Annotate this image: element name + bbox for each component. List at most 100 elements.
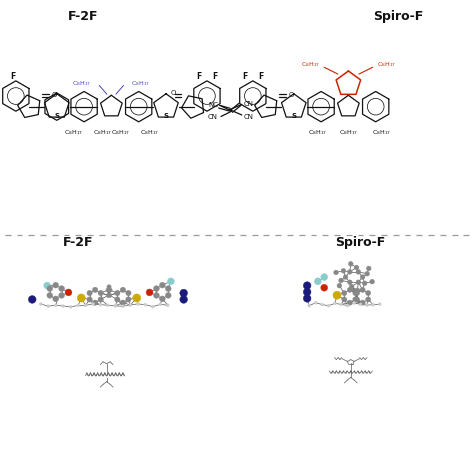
Circle shape	[342, 291, 347, 296]
Circle shape	[353, 291, 358, 296]
Circle shape	[303, 282, 311, 290]
Circle shape	[365, 272, 369, 276]
Circle shape	[342, 297, 347, 302]
Circle shape	[159, 283, 165, 288]
Circle shape	[77, 304, 80, 307]
Text: Spiro-F: Spiro-F	[373, 10, 423, 23]
Circle shape	[355, 297, 360, 302]
Text: S: S	[292, 113, 296, 119]
Circle shape	[333, 291, 341, 299]
Text: C$_8$H$_{17}$: C$_8$H$_{17}$	[377, 60, 396, 69]
Circle shape	[365, 297, 371, 302]
Circle shape	[154, 292, 159, 298]
Circle shape	[334, 270, 338, 275]
Text: CN: CN	[208, 114, 218, 120]
Text: F-2F: F-2F	[68, 10, 98, 23]
Circle shape	[355, 288, 360, 292]
Circle shape	[165, 292, 171, 298]
Circle shape	[154, 286, 159, 292]
Circle shape	[99, 303, 102, 306]
Circle shape	[353, 301, 356, 305]
Circle shape	[180, 289, 188, 297]
Circle shape	[303, 294, 311, 302]
Circle shape	[349, 284, 354, 289]
Circle shape	[62, 304, 64, 308]
Text: O: O	[171, 90, 176, 96]
Circle shape	[129, 303, 132, 306]
Text: O: O	[52, 92, 57, 98]
Circle shape	[91, 302, 94, 305]
Text: C$_8$H$_{17}$: C$_8$H$_{17}$	[111, 128, 130, 137]
Circle shape	[120, 300, 126, 305]
Circle shape	[98, 291, 103, 296]
Circle shape	[108, 288, 112, 292]
Circle shape	[107, 304, 109, 307]
Circle shape	[120, 287, 126, 292]
Text: C$_8$H$_{17}$: C$_8$H$_{17}$	[73, 79, 91, 88]
Text: C$_8$H$_{17}$: C$_8$H$_{17}$	[372, 128, 392, 137]
Circle shape	[320, 303, 324, 306]
Circle shape	[144, 303, 147, 306]
Circle shape	[115, 291, 120, 296]
Circle shape	[28, 296, 36, 303]
Text: F: F	[258, 72, 263, 81]
Circle shape	[370, 279, 374, 284]
Circle shape	[366, 266, 371, 271]
Circle shape	[378, 303, 381, 306]
Text: S: S	[55, 113, 59, 119]
Circle shape	[362, 281, 367, 286]
Circle shape	[355, 291, 360, 296]
Circle shape	[146, 289, 153, 296]
Circle shape	[92, 300, 98, 305]
Circle shape	[365, 303, 368, 307]
Circle shape	[180, 296, 188, 303]
Circle shape	[347, 287, 352, 292]
Circle shape	[53, 296, 59, 301]
Circle shape	[53, 283, 59, 288]
Circle shape	[47, 286, 53, 292]
Circle shape	[159, 296, 165, 301]
Circle shape	[321, 284, 328, 291]
Circle shape	[340, 303, 343, 306]
Text: C$_8$H$_{17}$: C$_8$H$_{17}$	[92, 128, 112, 137]
Circle shape	[65, 289, 72, 296]
Circle shape	[126, 291, 131, 296]
Circle shape	[314, 278, 321, 285]
Text: C$_8$H$_{17}$: C$_8$H$_{17}$	[64, 128, 83, 137]
Circle shape	[348, 262, 353, 266]
Circle shape	[360, 300, 365, 305]
Circle shape	[84, 304, 87, 307]
Text: F: F	[10, 72, 16, 81]
Circle shape	[106, 293, 110, 298]
Circle shape	[47, 292, 53, 298]
Text: C$_8$H$_{17}$: C$_8$H$_{17}$	[140, 128, 159, 137]
Circle shape	[354, 265, 359, 270]
Text: O: O	[289, 92, 294, 98]
Circle shape	[59, 286, 64, 292]
Circle shape	[360, 275, 365, 279]
Circle shape	[121, 305, 124, 308]
Circle shape	[115, 297, 120, 302]
Circle shape	[347, 280, 352, 284]
Circle shape	[314, 301, 317, 304]
Circle shape	[151, 305, 154, 308]
Circle shape	[303, 288, 311, 296]
Circle shape	[308, 304, 311, 307]
Text: C$_8$H$_{17}$: C$_8$H$_{17}$	[339, 128, 358, 137]
Text: F-2F: F-2F	[63, 236, 93, 249]
Circle shape	[59, 292, 64, 298]
Circle shape	[165, 286, 171, 292]
Circle shape	[47, 305, 50, 308]
Circle shape	[360, 287, 365, 292]
Circle shape	[347, 270, 352, 274]
Text: C$_8$H$_{17}$: C$_8$H$_{17}$	[301, 60, 320, 69]
Text: F: F	[212, 72, 217, 81]
Text: CN: CN	[243, 114, 253, 120]
Circle shape	[137, 302, 139, 305]
Circle shape	[39, 302, 42, 305]
Circle shape	[337, 283, 342, 288]
Circle shape	[54, 304, 57, 307]
Text: NC: NC	[208, 102, 218, 108]
Circle shape	[69, 305, 72, 309]
Circle shape	[106, 288, 110, 292]
